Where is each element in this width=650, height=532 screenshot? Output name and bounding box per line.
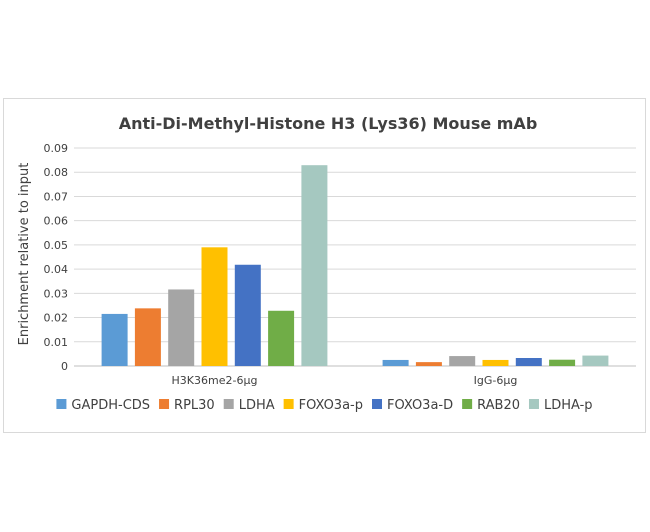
bar-ldha-p-1	[582, 355, 609, 366]
bar-foxo3a-p-0	[201, 247, 228, 366]
y-tick-label: 0	[61, 360, 68, 373]
y-tick-labels: 0 0.01 0.02 0.03 0.04 0.05 0.06 0.07 0.08 0.09	[44, 142, 69, 373]
legend-swatch	[283, 399, 294, 409]
y-tick-label: 0.09	[44, 142, 69, 155]
gridlines	[74, 147, 636, 367]
bars	[101, 165, 609, 366]
bar-rab20-1	[549, 359, 576, 366]
bar-rpl30-1	[415, 362, 442, 366]
bar-foxo3a-p-1	[482, 359, 509, 366]
legend-label: GAPDH-CDS	[71, 398, 150, 413]
category-labels: H3K36me2-6µg IgG-6µg	[172, 374, 518, 387]
legend-swatch	[462, 399, 473, 409]
legend-label: LDHA-p	[544, 398, 593, 413]
legend-swatch	[56, 399, 67, 409]
y-tick-label: 0.07	[44, 190, 69, 203]
y-axis-label: Enrichment relative to input	[17, 163, 32, 346]
bar-foxo3a-d-0	[234, 264, 261, 366]
category-label: IgG-6µg	[474, 374, 518, 387]
legend-swatch	[372, 399, 383, 409]
y-tick-label: 0.06	[44, 215, 69, 228]
chart-canvas: Anti-Di-Methyl-Histone H3 (Lys36) Mouse …	[17, 114, 636, 413]
y-tick-label: 0.02	[44, 312, 69, 325]
legend-swatch	[223, 399, 234, 409]
y-tick-label: 0.03	[44, 287, 69, 300]
bar-ldha-0	[168, 289, 195, 366]
bar-ldha-1	[449, 356, 476, 366]
legend-label: RPL30	[174, 398, 215, 413]
legend: GAPDH-CDS RPL30 LDHA FOXO3a-p FOXO3a-D RAB20 L…	[56, 398, 593, 413]
bar-gapdh-cds-1	[382, 359, 409, 366]
bar-rpl30-0	[134, 308, 161, 366]
category-label: H3K36me2-6µg	[172, 374, 258, 387]
legend-label: FOXO3a-D	[387, 398, 453, 413]
legend-swatch	[528, 399, 539, 409]
chart-frame: Anti-Di-Methyl-Histone H3 (Lys36) Mouse …	[3, 98, 646, 433]
bar-foxo3a-d-1	[515, 358, 542, 366]
bar-ldha-p-0	[301, 165, 328, 366]
legend-label: RAB20	[477, 398, 520, 413]
legend-label: FOXO3a-p	[299, 398, 363, 413]
y-tick-label: 0.01	[44, 336, 69, 349]
bar-gapdh-cds-0	[101, 313, 128, 366]
legend-label: LDHA	[239, 398, 275, 413]
legend-swatch	[159, 399, 170, 409]
y-tick-label: 0.05	[44, 239, 69, 252]
bar-rab20-0	[268, 310, 295, 366]
chart-title: Anti-Di-Methyl-Histone H3 (Lys36) Mouse …	[119, 114, 538, 133]
y-tick-label: 0.08	[44, 166, 69, 179]
y-tick-label: 0.04	[44, 263, 69, 276]
